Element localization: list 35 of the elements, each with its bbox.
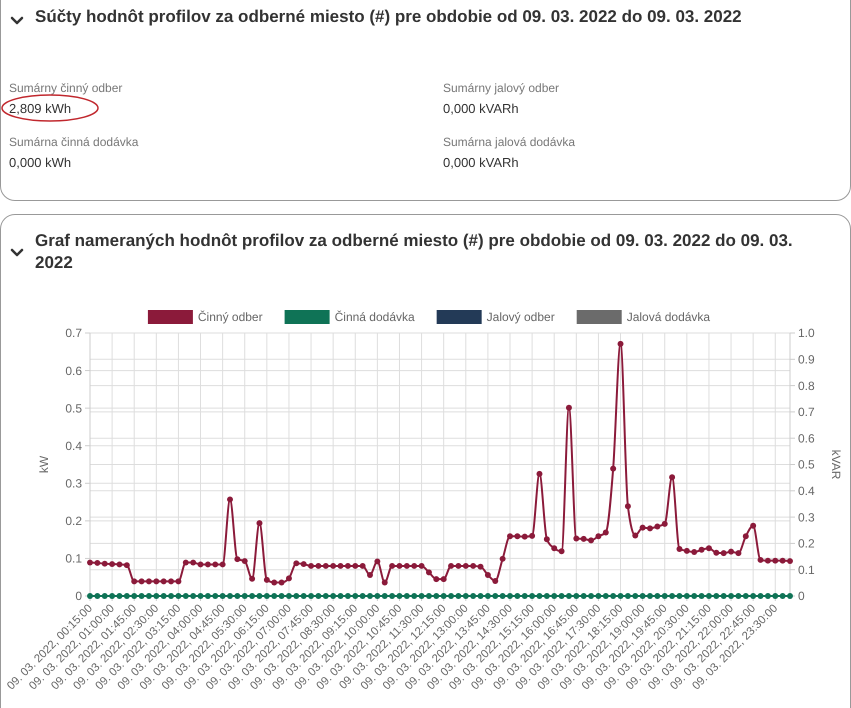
y-tick-label: 0.4 bbox=[65, 438, 82, 453]
legend-label: Činná dodávka bbox=[334, 310, 415, 324]
y2-tick-label: 0.1 bbox=[798, 562, 816, 577]
y-tick-label: 0 bbox=[75, 589, 82, 604]
text: 0,000 kWh bbox=[9, 155, 72, 170]
y-tick-label: 0.7 bbox=[65, 326, 82, 340]
text: 0,000 kVARh bbox=[443, 155, 519, 170]
y-axis-title: kW bbox=[37, 455, 51, 474]
legend-label: Jalový odber bbox=[486, 310, 555, 324]
text: 0,000 kVARh bbox=[443, 101, 519, 116]
y2-tick-label: 0.3 bbox=[798, 510, 816, 524]
y2-tick-label: 0.5 bbox=[798, 458, 816, 472]
y2-tick-label: 0 bbox=[798, 589, 805, 604]
y-tick-label: 0.1 bbox=[65, 552, 82, 566]
y2-tick-label: 0.6 bbox=[798, 431, 816, 446]
y2-axis-title: kVAR bbox=[829, 450, 843, 480]
y2-tick-label: 0.8 bbox=[798, 378, 816, 393]
chart-title: Graf nameraných hodnôt profilov za odberné miesto (#) pre obdobie od 09. 03. 2022 do 09. 03. 2022 bbox=[35, 231, 793, 272]
text: Sumárna jalová dodávka bbox=[443, 135, 576, 149]
y2-tick-label: 0.4 bbox=[798, 484, 816, 498]
y2-tick-label: 0.7 bbox=[798, 405, 816, 420]
y-tick-label: 0.3 bbox=[65, 476, 82, 490]
y-tick-label: 0.2 bbox=[65, 514, 82, 528]
text: Súčty hodnôt profilov za odberné miesto (#) pre obdobie od 09. 03. 2022 do 09. 03. 2022 bbox=[35, 7, 742, 26]
y2-tick-label: 1.0 bbox=[798, 326, 816, 340]
y2-tick-label: 0.2 bbox=[798, 536, 816, 551]
text: Sumárna činná dodávka bbox=[9, 135, 139, 149]
y-tick-label: 0.6 bbox=[65, 364, 82, 378]
legend-label: Činný odber bbox=[198, 310, 263, 324]
y-tick-label: 0.5 bbox=[65, 401, 82, 416]
text: Sumárny činný odber bbox=[9, 81, 122, 95]
y2-tick-label: 0.9 bbox=[798, 352, 816, 366]
legend-label: Jalová dodávka bbox=[626, 310, 710, 324]
text: Sumárny jalový odber bbox=[443, 81, 560, 95]
text: 2,809 kWh bbox=[9, 101, 72, 116]
